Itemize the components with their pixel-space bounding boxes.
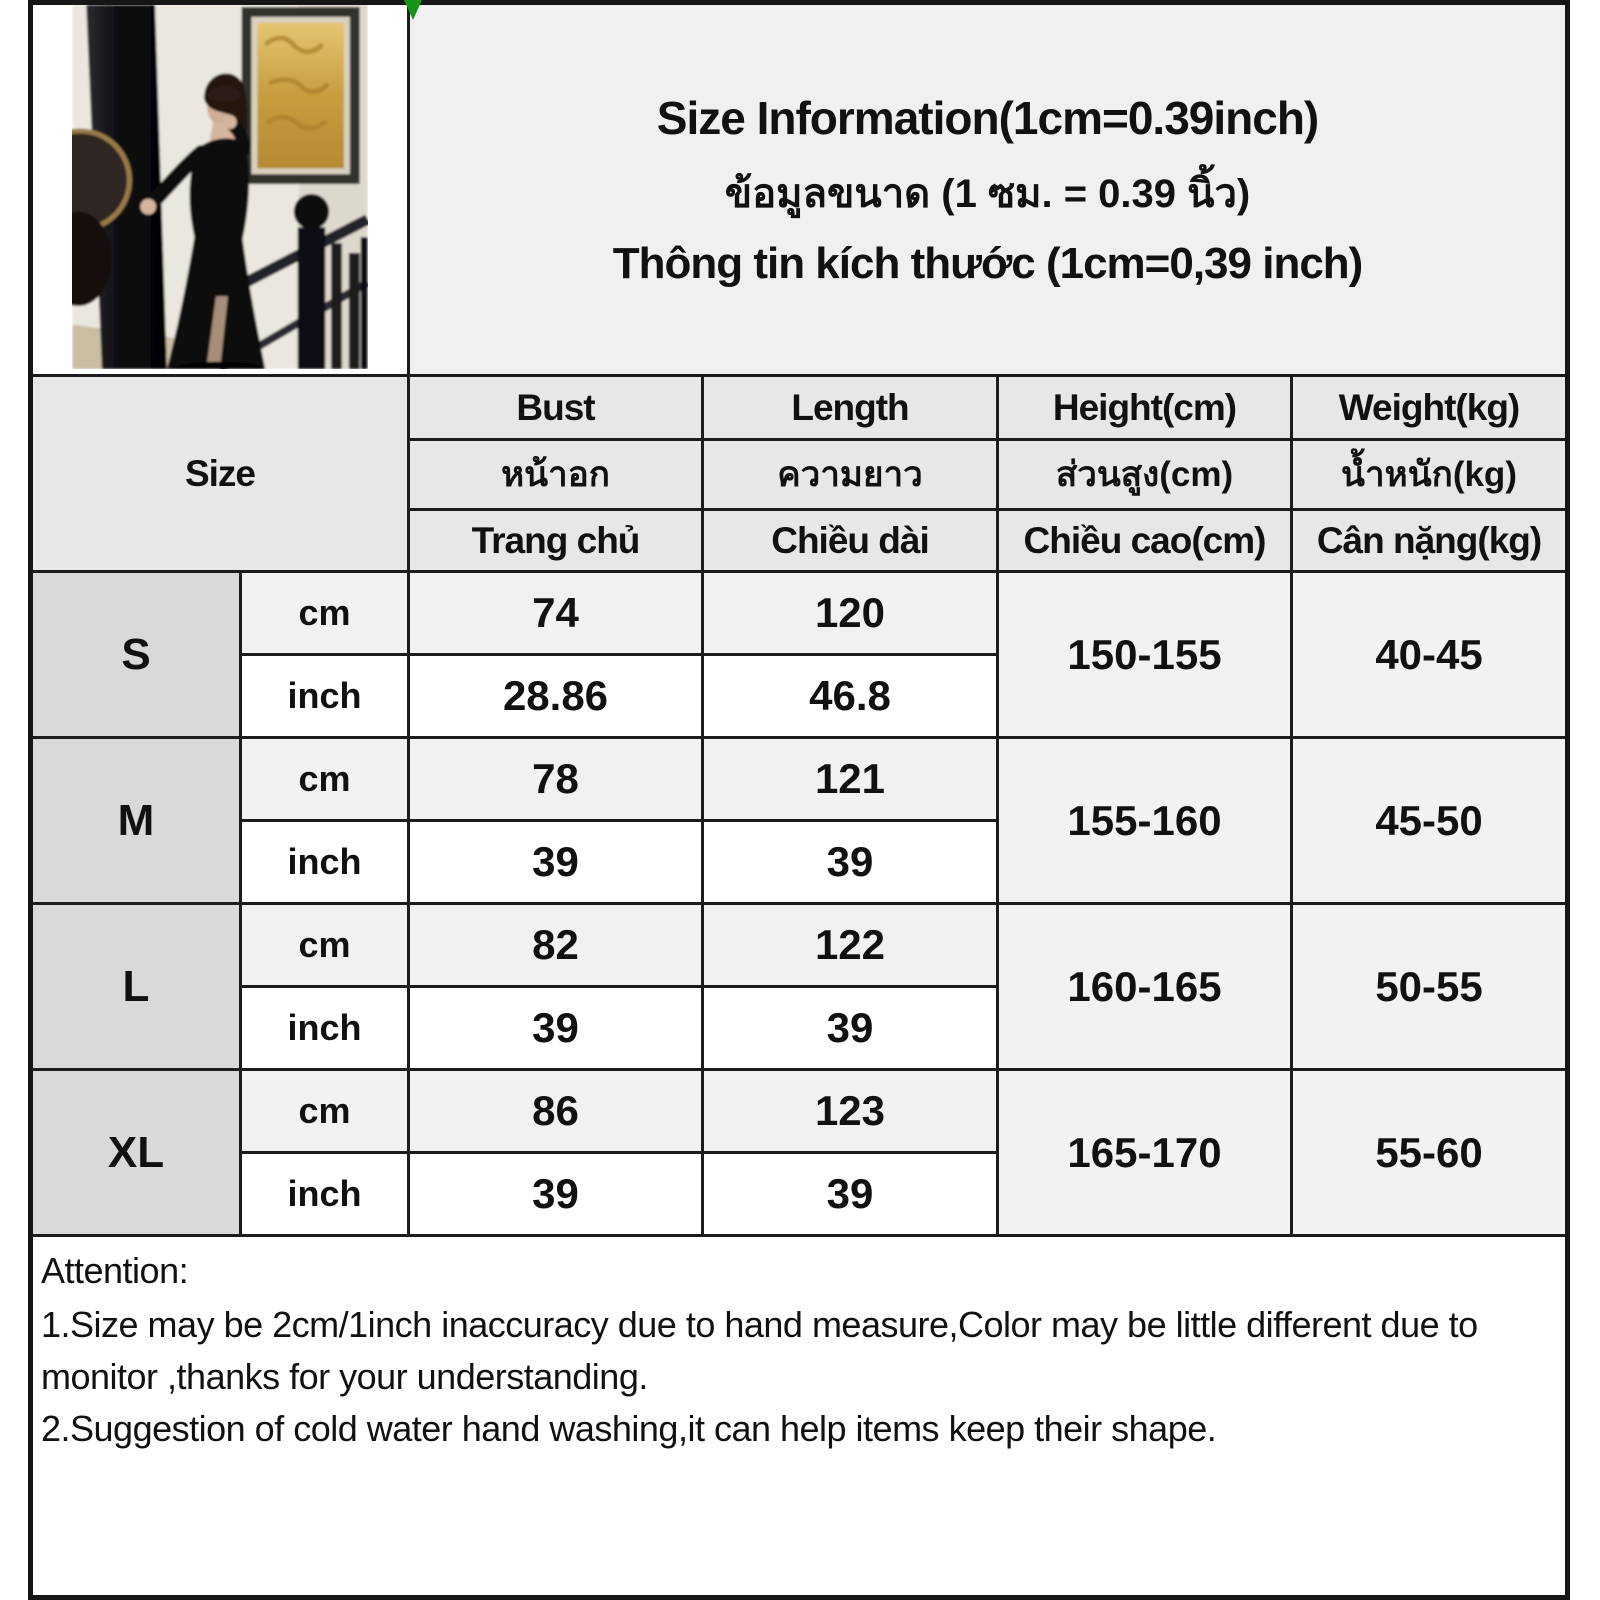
model-silhouette [140,73,266,369]
attention-heading: Attention: [41,1250,189,1291]
size-row-s: S [29,570,242,739]
col-header-weight-th: น้ำหนัก(kg) [1289,438,1570,511]
cell-m-cm-length: 121 [701,736,999,822]
product-photo-cell [29,1,410,377]
unit-inch-l: inch [239,985,410,1071]
cell-l-inch-bust: 39 [407,985,704,1071]
col-header-length-vi: Chiều dài [701,508,999,573]
cell-xl-weight: 55-60 [1289,1068,1570,1237]
col-header-length-th: ความยาว [701,438,999,511]
attention-note-2: 2.Suggestion of cold water hand washing,… [41,1408,1217,1449]
col-header-height-th: ส่วนสูง(cm) [996,438,1293,511]
green-corner-flag-icon [404,0,422,20]
col-header-weight-en: Weight(kg) [1289,374,1570,441]
size-chart-table: Size Information(1cm=0.39inch) ข้อมูลขนา… [28,0,1571,1600]
cell-m-height: 155-160 [996,736,1293,905]
cell-xl-cm-length: 123 [701,1068,999,1154]
cell-l-cm-length: 122 [701,902,999,988]
attention-note-1: 1.Size may be 2cm/1inch inaccuracy due t… [41,1304,1478,1397]
size-row-xl: XL [29,1068,242,1237]
cell-l-cm-bust: 82 [407,902,704,988]
cell-xl-inch-bust: 39 [407,1151,704,1237]
title-english: Size Information(1cm=0.39inch) [656,91,1319,144]
attention-notes: Attention: 1.Size may be 2cm/1inch inacc… [28,1234,1570,1599]
col-header-bust-th: หน้าอก [407,438,704,511]
cell-s-height: 150-155 [996,570,1293,739]
col-header-length-en: Length [701,374,999,441]
cell-m-cm-bust: 78 [407,736,704,822]
cell-xl-inch-length: 39 [701,1151,999,1237]
title-vietnamese: Thông tin kích thước (1cm=0,39 inch) [612,238,1364,288]
cell-l-height: 160-165 [996,902,1293,1071]
cell-m-inch-bust: 39 [407,819,704,905]
col-header-bust-en: Bust [407,374,704,441]
unit-inch-m: inch [239,819,410,905]
cell-l-weight: 50-55 [1289,902,1570,1071]
photo-stair-railing [186,193,371,373]
cell-m-weight: 45-50 [1289,736,1570,905]
size-row-m: M [29,736,242,905]
col-header-height-en: Height(cm) [996,374,1293,441]
unit-cm-m: cm [239,736,410,822]
unit-cm-s: cm [239,570,410,656]
size-column-header: Size [29,374,410,573]
cell-s-cm-length: 120 [701,570,999,656]
col-header-height-vi: Chiều cao(cm) [996,508,1293,573]
cell-xl-cm-bust: 86 [407,1068,704,1154]
size-row-l: L [29,902,242,1071]
cell-s-inch-length: 46.8 [701,653,999,739]
unit-cm-l: cm [239,902,410,988]
cell-m-inch-length: 39 [701,819,999,905]
col-header-bust-vi: Trang chủ [407,508,704,573]
title-thai: ข้อมูลขนาด (1 ซม. = 0.39 นิ้ว) [724,171,1251,216]
unit-inch-xl: inch [239,1151,410,1237]
col-header-weight-vi: Cân nặng(kg) [1289,508,1570,573]
photo-painting [241,6,360,185]
cell-s-weight: 40-45 [1289,570,1570,739]
cell-xl-height: 165-170 [996,1068,1293,1237]
cell-l-inch-length: 39 [701,985,999,1071]
unit-inch-s: inch [239,653,410,739]
cell-s-inch-bust: 28.86 [407,653,704,739]
size-information-title-cell: Size Information(1cm=0.39inch) ข้อมูลขนา… [406,1,1570,377]
unit-cm-xl: cm [239,1068,410,1154]
product-photo [33,5,371,373]
cell-s-cm-bust: 74 [407,570,704,656]
